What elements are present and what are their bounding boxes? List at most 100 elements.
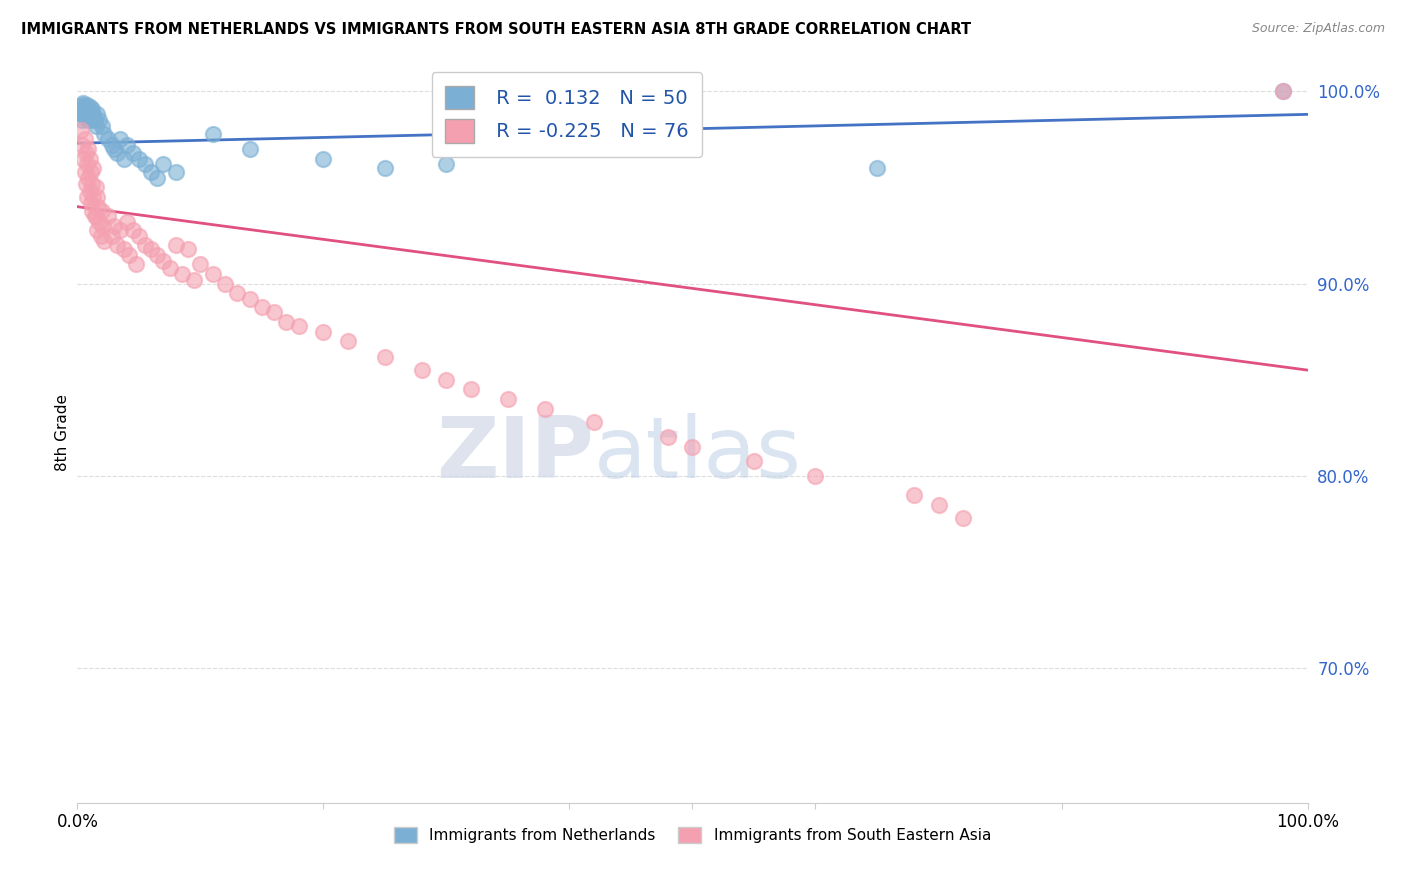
Point [80, 113, 103, 128]
Point [112, 242, 135, 256]
Text: Source: ZipAtlas.com: Source: ZipAtlas.com [1251, 22, 1385, 36]
Point [105, 145, 128, 160]
Point [903, 488, 925, 502]
Y-axis label: 8th Grade: 8th Grade [55, 394, 70, 471]
Point [82, 203, 104, 218]
Point [75, 145, 97, 160]
Point [128, 152, 150, 166]
Point [583, 415, 606, 429]
Point [72, 107, 94, 121]
Point [90, 119, 114, 133]
Point [79, 184, 101, 198]
Point [77, 103, 100, 118]
Point [496, 392, 519, 406]
Point [73, 165, 96, 179]
Point [101, 138, 124, 153]
Text: atlas: atlas [595, 413, 801, 496]
Point [460, 382, 482, 396]
Point [110, 223, 132, 237]
Point [110, 132, 132, 146]
Point [82, 112, 104, 126]
Point [80, 105, 103, 120]
Point [76, 157, 98, 171]
Point [177, 242, 200, 256]
Point [374, 161, 396, 176]
Point [250, 300, 273, 314]
Point [170, 267, 193, 281]
Legend: Immigrants from Netherlands, Immigrants from South Eastern Asia: Immigrants from Netherlands, Immigrants … [387, 820, 998, 851]
Point [682, 440, 704, 454]
Point [70, 113, 93, 128]
Point [534, 401, 557, 416]
Point [201, 127, 224, 141]
Point [70, 107, 93, 121]
Point [90, 228, 112, 243]
Point [97, 209, 120, 223]
Point [146, 170, 169, 185]
Point [72, 152, 94, 166]
Point [83, 113, 105, 128]
Point [112, 152, 135, 166]
Point [134, 157, 156, 171]
Point [411, 363, 433, 377]
Point [115, 215, 138, 229]
Point [75, 112, 97, 126]
Point [165, 238, 187, 252]
Point [742, 453, 765, 467]
Point [125, 257, 148, 271]
Point [79, 109, 101, 123]
Point [804, 469, 827, 483]
Point [86, 223, 108, 237]
Point [374, 350, 396, 364]
Point [80, 195, 103, 210]
Point [201, 267, 224, 281]
Point [657, 430, 679, 444]
Point [77, 142, 100, 156]
Point [75, 102, 97, 116]
Point [288, 318, 311, 333]
Point [82, 102, 104, 116]
Point [77, 113, 100, 128]
Point [91, 219, 114, 233]
Point [134, 238, 156, 252]
Point [76, 107, 98, 121]
Point [436, 157, 458, 171]
Point [436, 373, 458, 387]
Point [312, 152, 335, 166]
Point [121, 145, 143, 160]
Point [73, 132, 96, 146]
Point [76, 190, 98, 204]
Point [72, 102, 94, 116]
Point [80, 165, 103, 179]
Point [97, 132, 120, 146]
Point [82, 107, 104, 121]
Text: IMMIGRANTS FROM NETHERLANDS VS IMMIGRANTS FROM SOUTH EASTERN ASIA 8TH GRADE CORR: IMMIGRANTS FROM NETHERLANDS VS IMMIGRANT… [21, 22, 972, 37]
Point [141, 165, 163, 179]
Point [152, 157, 174, 171]
Point [93, 234, 115, 248]
Point [121, 223, 143, 237]
Point [159, 261, 181, 276]
Point [312, 325, 335, 339]
Point [866, 161, 889, 176]
Point [69, 103, 91, 118]
Point [141, 242, 163, 256]
Point [84, 209, 107, 223]
Point [75, 177, 97, 191]
Point [84, 119, 107, 133]
Point [101, 228, 124, 243]
Point [188, 257, 212, 271]
Point [82, 161, 104, 176]
Point [84, 180, 107, 194]
Point [214, 277, 236, 291]
Text: ZIP: ZIP [436, 413, 595, 496]
Point [87, 200, 110, 214]
Point [73, 103, 96, 118]
Point [226, 286, 249, 301]
Point [263, 305, 285, 319]
Point [77, 170, 100, 185]
Point [276, 315, 298, 329]
Point [1272, 84, 1295, 98]
Point [146, 248, 169, 262]
Point [152, 253, 174, 268]
